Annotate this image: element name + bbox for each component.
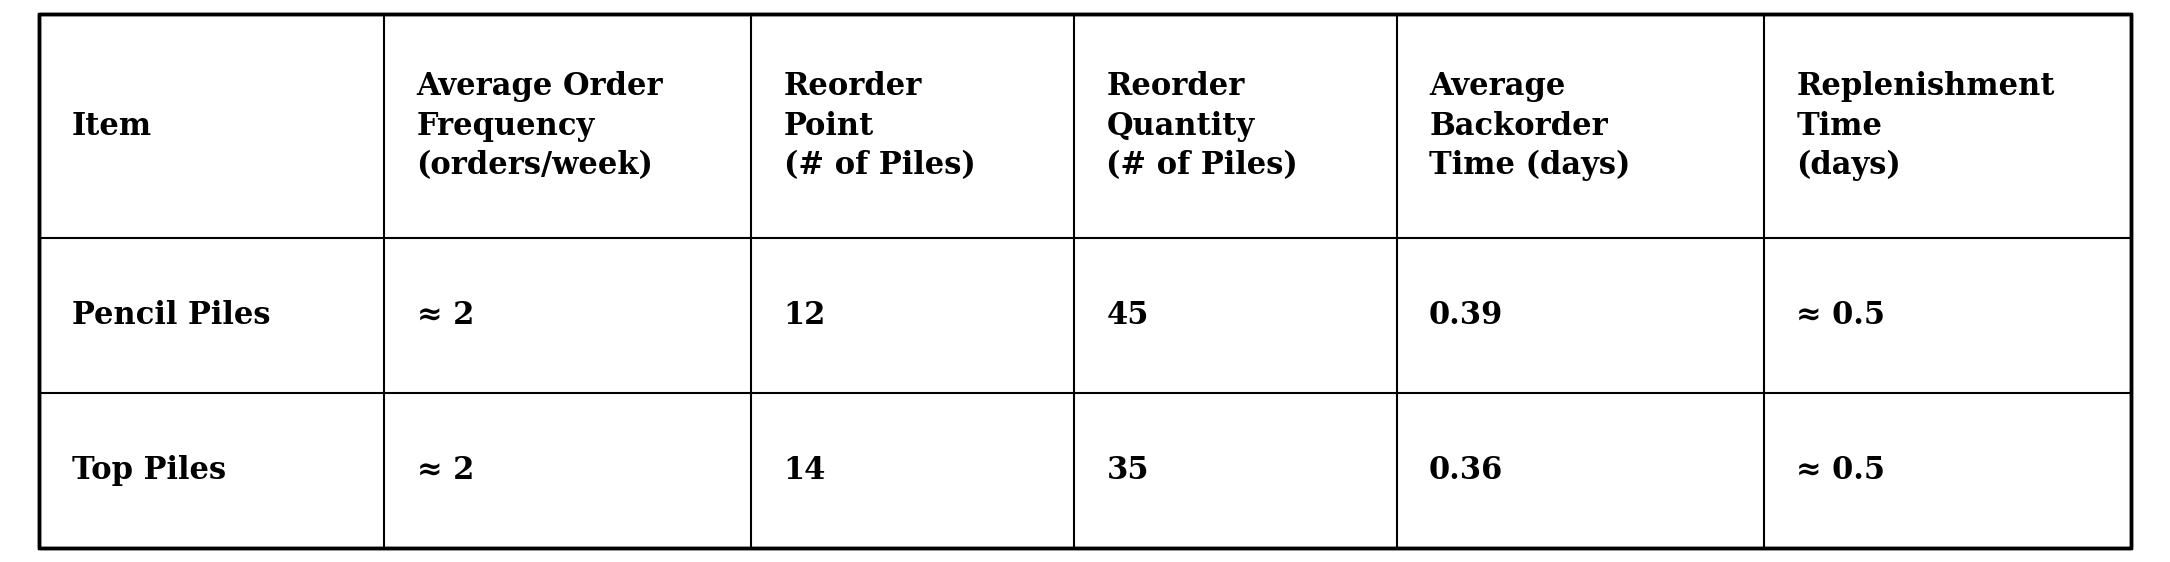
Text: ≈ 0.5: ≈ 0.5 [1797, 455, 1886, 486]
Text: Reorder
Quantity
(# of Piles): Reorder Quantity (# of Piles) [1107, 71, 1298, 181]
Text: 14: 14 [783, 455, 827, 486]
Text: Top Piles: Top Piles [72, 455, 226, 486]
Text: 35: 35 [1107, 455, 1148, 486]
Text: ≈ 2: ≈ 2 [417, 455, 473, 486]
Text: Average Order
Frequency
(orders/week): Average Order Frequency (orders/week) [417, 71, 664, 181]
Text: Pencil Piles: Pencil Piles [72, 300, 269, 331]
Text: ≈ 0.5: ≈ 0.5 [1797, 300, 1886, 331]
Text: 12: 12 [783, 300, 827, 331]
Text: ≈ 2: ≈ 2 [417, 300, 473, 331]
Text: Average
Backorder
Time (days): Average Backorder Time (days) [1430, 71, 1630, 181]
Text: 45: 45 [1107, 300, 1148, 331]
Text: 0.39: 0.39 [1430, 300, 1504, 331]
Text: Item: Item [72, 111, 152, 142]
Text: Replenishment
Time
(days): Replenishment Time (days) [1797, 71, 2055, 181]
Text: 0.36: 0.36 [1430, 455, 1504, 486]
Text: Reorder
Point
(# of Piles): Reorder Point (# of Piles) [783, 71, 976, 181]
